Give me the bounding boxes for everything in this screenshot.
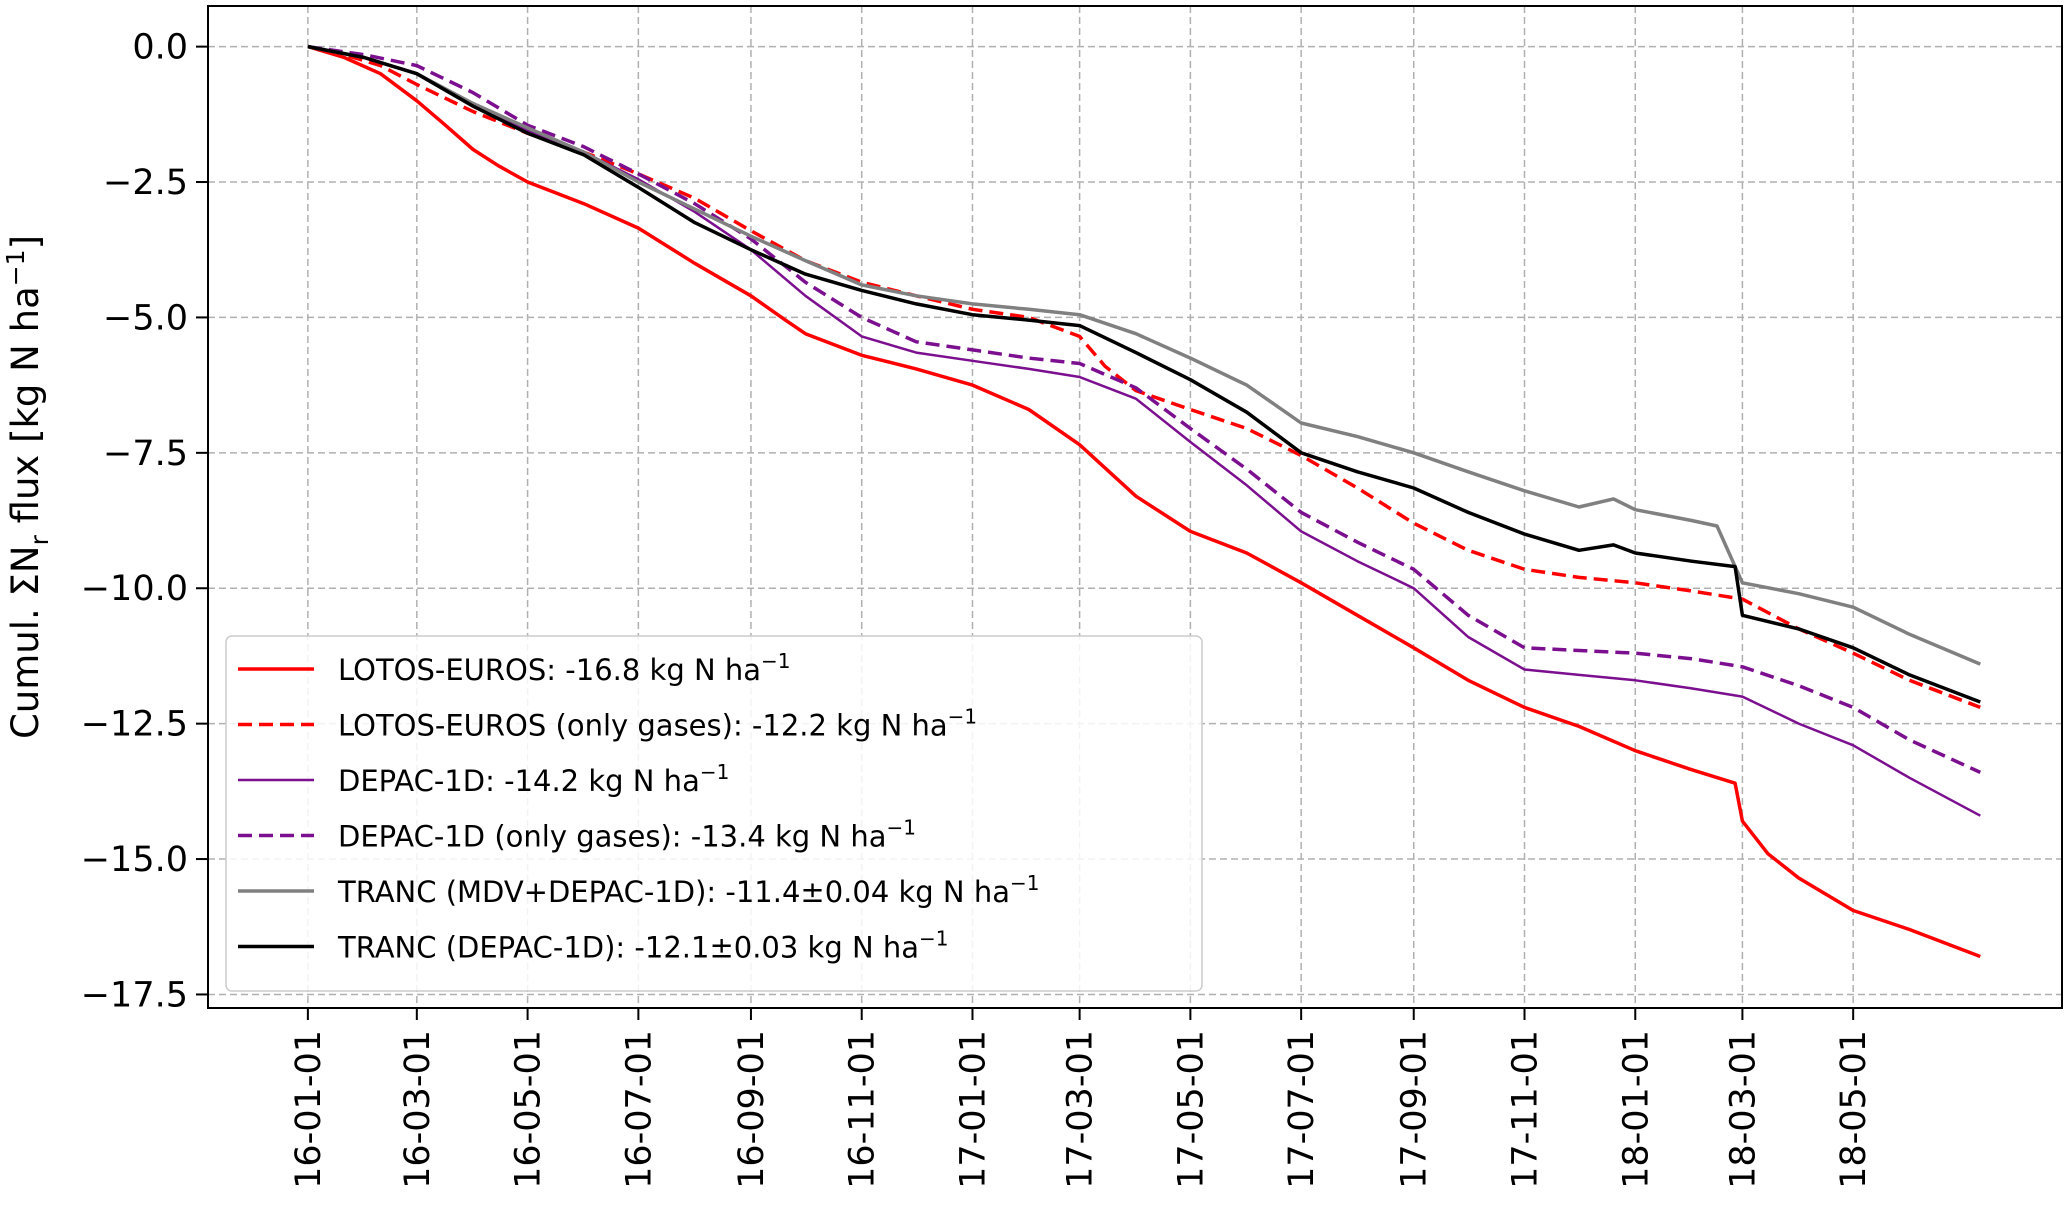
y-axis: 0.0 −2.5 −5.0 −7.5 −10.0 −12.5 −15.0 −17.5 xyxy=(81,28,208,1015)
x-tick-label-7: 17-03-01 xyxy=(1061,1030,1101,1189)
y-tick-label-6: −15.0 xyxy=(81,840,188,880)
x-tick-label-10: 17-09-01 xyxy=(1395,1030,1435,1189)
y-tick-label-5: −12.5 xyxy=(81,705,188,745)
y-tick-label-7: −17.5 xyxy=(81,975,188,1015)
series-lines xyxy=(307,44,1982,959)
y-axis-label: Cumul. ΣNr flux [kg N ha−1] xyxy=(1,235,54,739)
y-tick-label-1: −2.5 xyxy=(103,163,188,203)
legend-label-3: DEPAC-1D (only gases): -13.4 kg N ha−1 xyxy=(338,816,916,854)
legend-label-5: TRANC (DEPAC-1D): -12.1±0.03 kg N ha−1 xyxy=(337,927,949,965)
series-line-4 xyxy=(307,44,1981,666)
legend: LOTOS-EUROS: -16.8 kg N ha−1 LOTOS-EUROS … xyxy=(225,635,1203,992)
y-tick-label-0: 0.0 xyxy=(132,28,188,68)
x-tick-label-0: 16-01-01 xyxy=(289,1030,329,1189)
x-tick-label-14: 18-05-01 xyxy=(1834,1030,1874,1189)
x-tick-label-11: 17-11-01 xyxy=(1506,1030,1546,1189)
x-tick-label-8: 17-05-01 xyxy=(1171,1030,1211,1189)
x-tick-label-4: 16-09-01 xyxy=(732,1030,772,1189)
x-tick-label-6: 17-01-01 xyxy=(953,1030,993,1189)
series-line-3 xyxy=(307,44,1982,774)
y-tick-label-3: −7.5 xyxy=(103,434,188,474)
x-tick-label-9: 17-07-01 xyxy=(1282,1030,1322,1189)
y-tick-label-4: −10.0 xyxy=(81,569,188,609)
legend-label-4: TRANC (MDV+DEPAC-1D): -11.4±0.04 kg N ha… xyxy=(337,871,1039,909)
x-axis: 16-01-01 16-03-01 16-05-01 16-07-01 16-09-01… xyxy=(289,1008,1874,1189)
legend-label-1: LOTOS-EUROS (only gases): -12.2 kg N ha−… xyxy=(338,705,977,743)
x-tick-label-3: 16-07-01 xyxy=(619,1030,659,1189)
series-line-0 xyxy=(307,44,1981,959)
x-tick-label-13: 18-03-01 xyxy=(1723,1030,1763,1189)
y-tick-label-2: −5.0 xyxy=(103,298,188,338)
x-tick-label-12: 18-01-01 xyxy=(1616,1030,1656,1189)
plot-frame xyxy=(207,5,2063,1009)
x-tick-label-2: 16-05-01 xyxy=(509,1030,549,1189)
legend-label-2: DEPAC-1D: -14.2 kg N ha−1 xyxy=(338,760,729,798)
x-tick-label-5: 16-11-01 xyxy=(843,1030,883,1189)
legend-box xyxy=(225,635,1203,992)
legend-label-0: LOTOS-EUROS: -16.8 kg N ha−1 xyxy=(338,649,791,687)
series-line-5 xyxy=(307,44,1981,704)
x-tick-label-1: 16-03-01 xyxy=(398,1030,438,1189)
